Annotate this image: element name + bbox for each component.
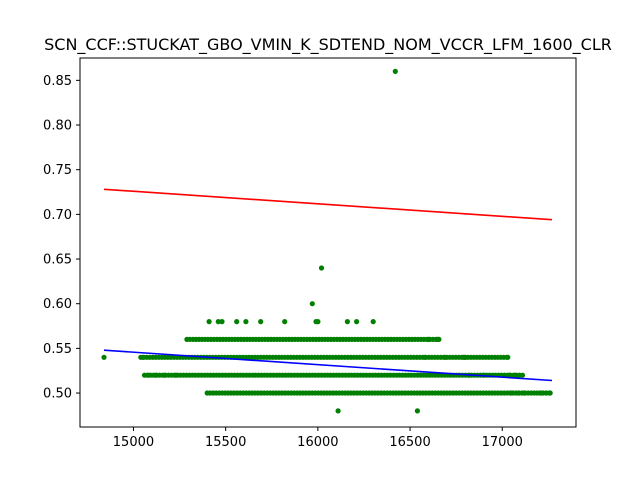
data-point <box>145 372 151 378</box>
data-point <box>215 319 221 325</box>
data-point <box>512 372 518 378</box>
y-tick-label: 0.75 <box>43 163 72 178</box>
y-tick-label: 0.55 <box>43 342 72 357</box>
data-point <box>414 408 420 414</box>
x-tick-label: 16500 <box>389 435 430 450</box>
x-tick-label: 15000 <box>113 435 154 450</box>
data-point <box>101 354 107 360</box>
data-point <box>508 390 515 396</box>
y-tick-label: 0.70 <box>43 208 72 223</box>
data-point <box>442 354 448 360</box>
data-point <box>425 336 432 342</box>
y-tick-label: 0.60 <box>43 297 72 312</box>
data-point <box>318 265 325 271</box>
data-point <box>354 319 360 325</box>
y-tick-label: 0.85 <box>43 74 72 89</box>
data-point <box>335 408 341 414</box>
data-point <box>516 390 522 396</box>
x-axis: 15000 15500 16000 16500 17000 <box>113 427 523 450</box>
y-axis: 0.50 0.55 0.60 0.65 0.70 0.75 0.80 0.85 <box>43 74 80 402</box>
data-point <box>507 372 513 378</box>
data-point <box>258 319 264 325</box>
data-point <box>153 372 159 378</box>
y-tick-label: 0.80 <box>43 119 72 134</box>
data-point <box>243 319 249 325</box>
plot-frame <box>79 57 577 428</box>
data-point <box>282 319 288 325</box>
y-tick-label: 0.50 <box>43 387 72 402</box>
data-point <box>538 390 544 396</box>
data-point <box>315 319 321 325</box>
data-point <box>505 354 511 360</box>
data-point <box>435 336 441 342</box>
chart-title: SCN_CCF::STUCKAT_GBO_VMIN_K_SDTEND_NOM_V… <box>44 35 612 55</box>
data-point <box>519 372 526 378</box>
data-point <box>162 372 168 378</box>
data-point <box>219 319 225 325</box>
y-tick-label: 0.65 <box>43 253 72 268</box>
data-point <box>234 319 240 325</box>
trend-line <box>103 349 553 382</box>
data-point <box>206 319 212 325</box>
data-point <box>462 354 468 360</box>
upper-limit-line <box>103 188 553 221</box>
x-tick-label: 15500 <box>205 435 246 450</box>
data-point <box>140 354 146 360</box>
lines-layer <box>103 188 553 382</box>
data-point <box>309 301 315 307</box>
data-point <box>392 68 398 74</box>
data-point <box>422 354 428 360</box>
data-point <box>344 319 350 325</box>
x-tick-label: 17000 <box>482 435 523 450</box>
data-point <box>547 390 553 396</box>
data-point <box>521 390 528 396</box>
x-tick-label: 16000 <box>297 435 338 450</box>
data-point <box>173 372 179 378</box>
data-point <box>370 319 376 325</box>
